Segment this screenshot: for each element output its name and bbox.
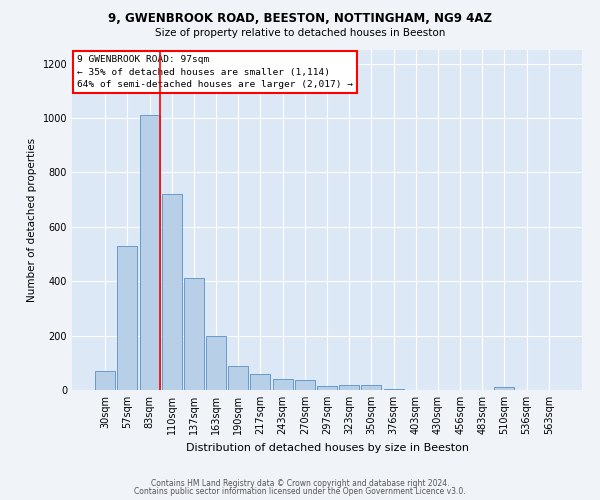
Bar	[184, 278, 204, 390]
Bar	[95, 371, 115, 390]
Bar	[272, 379, 293, 390]
Text: 9 GWENBROOK ROAD: 97sqm
← 35% of detached houses are smaller (1,114)
64% of semi: 9 GWENBROOK ROAD: 97sqm ← 35% of detache…	[77, 55, 353, 89]
Text: Contains HM Land Registry data © Crown copyright and database right 2024.: Contains HM Land Registry data © Crown c…	[151, 478, 449, 488]
Bar	[317, 386, 337, 390]
Bar	[118, 246, 137, 390]
Bar	[250, 374, 271, 390]
Bar	[494, 388, 514, 390]
Bar	[339, 384, 359, 390]
Bar	[361, 384, 382, 390]
Bar	[140, 116, 160, 390]
Text: 9, GWENBROOK ROAD, BEESTON, NOTTINGHAM, NG9 4AZ: 9, GWENBROOK ROAD, BEESTON, NOTTINGHAM, …	[108, 12, 492, 26]
Bar	[206, 336, 226, 390]
Y-axis label: Number of detached properties: Number of detached properties	[27, 138, 37, 302]
X-axis label: Distribution of detached houses by size in Beeston: Distribution of detached houses by size …	[185, 442, 469, 452]
Bar	[295, 380, 315, 390]
Bar	[228, 366, 248, 390]
Bar	[383, 388, 404, 390]
Text: Size of property relative to detached houses in Beeston: Size of property relative to detached ho…	[155, 28, 445, 38]
Text: Contains public sector information licensed under the Open Government Licence v3: Contains public sector information licen…	[134, 487, 466, 496]
Bar	[162, 194, 182, 390]
